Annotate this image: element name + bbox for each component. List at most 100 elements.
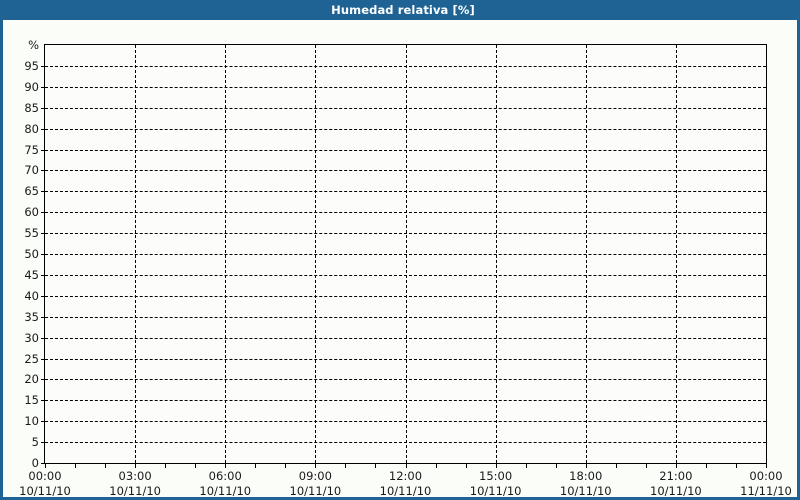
x-axis-label-time: 09:00 bbox=[298, 469, 332, 483]
x-tick-mark bbox=[495, 463, 497, 468]
x-tick-mark bbox=[45, 463, 46, 468]
y-axis-label: 25 bbox=[24, 351, 39, 366]
y-tick-mark bbox=[41, 316, 45, 318]
x-tick-mark bbox=[585, 463, 587, 468]
y-tick-mark bbox=[41, 421, 45, 423]
gridline-vertical bbox=[675, 45, 677, 463]
y-axis-label: 30 bbox=[24, 330, 39, 345]
y-tick-mark bbox=[41, 358, 45, 360]
y-axis-label: 85 bbox=[24, 100, 39, 115]
x-tick-mark bbox=[705, 463, 707, 468]
x-tick-mark bbox=[195, 463, 197, 468]
x-axis-label-date: 10/11/10 bbox=[289, 484, 342, 498]
x-axis-label-time: 12:00 bbox=[388, 469, 423, 483]
x-tick-mark bbox=[285, 463, 287, 468]
y-tick-mark bbox=[41, 65, 45, 67]
y-tick-mark bbox=[41, 212, 45, 214]
y-tick-mark bbox=[41, 254, 45, 255]
y-axis-unit-label: % bbox=[28, 38, 39, 52]
gridline-vertical bbox=[135, 45, 137, 463]
x-tick-mark bbox=[465, 463, 467, 468]
y-tick-mark bbox=[41, 149, 45, 151]
y-tick-mark bbox=[41, 295, 45, 297]
x-axis-label-time: 00:00 bbox=[749, 469, 783, 483]
x-tick-mark bbox=[615, 463, 617, 468]
x-tick-mark bbox=[735, 463, 737, 468]
y-axis-label: 50 bbox=[24, 247, 39, 261]
y-axis-label: 5 bbox=[31, 435, 39, 450]
x-axis-label-time: 18:00 bbox=[569, 469, 603, 483]
x-axis-label-time: 00:00 bbox=[28, 469, 62, 483]
x-tick-mark bbox=[255, 463, 257, 468]
y-axis-label: 70 bbox=[24, 163, 39, 178]
x-tick-mark bbox=[345, 463, 347, 468]
y-tick-mark bbox=[41, 463, 45, 464]
x-axis-label-time: 06:00 bbox=[208, 469, 242, 483]
y-tick-mark bbox=[41, 107, 45, 109]
x-axis-label-time: 03:00 bbox=[118, 469, 152, 483]
gridline-vertical bbox=[315, 45, 317, 463]
y-tick-mark bbox=[41, 274, 45, 276]
x-axis-label-time: 15:00 bbox=[479, 469, 513, 483]
x-tick-mark bbox=[105, 463, 107, 468]
x-tick-mark bbox=[645, 463, 647, 468]
page-title: Humedad relativa [%] bbox=[331, 3, 475, 17]
x-axis-label-date: 10/11/10 bbox=[650, 484, 702, 498]
x-tick-mark bbox=[675, 463, 677, 468]
y-axis-label: 0 bbox=[31, 456, 39, 470]
x-axis-label: 21:00 10/11/10 bbox=[650, 469, 702, 498]
y-tick-mark bbox=[41, 400, 45, 402]
x-tick-mark bbox=[555, 463, 557, 468]
x-axis-label-date: 10/11/10 bbox=[559, 484, 612, 498]
y-tick-mark bbox=[41, 337, 45, 339]
x-tick-mark bbox=[375, 463, 377, 468]
y-axis-label: 20 bbox=[24, 372, 39, 387]
x-axis-label-date: 11/11/10 bbox=[740, 484, 792, 498]
x-axis-label: 18:00 10/11/10 bbox=[559, 469, 612, 498]
y-axis-label: 95 bbox=[24, 58, 39, 73]
x-axis-label-date: 10/11/10 bbox=[109, 484, 161, 498]
y-tick-mark bbox=[41, 128, 45, 130]
window-title-bar: Humedad relativa [%] bbox=[3, 0, 797, 20]
gridline-vertical bbox=[495, 45, 497, 463]
x-tick-mark bbox=[525, 463, 527, 468]
x-tick-mark bbox=[75, 463, 77, 468]
x-axis-label: 15:00 10/11/10 bbox=[469, 469, 522, 498]
plot-area: 0 5 10 15 20 25 30 35 40 45 50 55 60 65 70 75 80 85 90 95% … bbox=[19, 38, 792, 497]
x-tick-mark bbox=[766, 463, 767, 468]
y-tick-mark bbox=[41, 170, 45, 172]
chart-canvas: 0 5 10 15 20 25 30 35 40 45 50 55 60 65 70 75 80 85 90 95% … bbox=[3, 20, 797, 497]
x-axis-label: 00:00 10/11/10 bbox=[19, 469, 71, 498]
y-tick-mark bbox=[41, 379, 45, 381]
y-axis-label: 55 bbox=[24, 226, 39, 241]
gridline-vertical bbox=[225, 45, 227, 463]
x-tick-mark bbox=[165, 463, 167, 468]
y-tick-mark bbox=[41, 442, 45, 444]
x-axis-label-date: 10/11/10 bbox=[199, 484, 252, 498]
x-axis-label-time: 21:00 bbox=[659, 469, 693, 483]
x-axis-label-date: 10/11/10 bbox=[379, 484, 432, 498]
x-tick-mark bbox=[315, 463, 317, 468]
x-tick-mark bbox=[435, 463, 437, 468]
y-axis-label: 75 bbox=[24, 142, 39, 157]
x-axis-label-date: 10/11/10 bbox=[469, 484, 522, 498]
y-axis-label: 80 bbox=[24, 121, 39, 136]
gridline-vertical bbox=[585, 45, 587, 463]
x-axis-label: 09:00 10/11/10 bbox=[289, 469, 342, 498]
y-axis-label: 15 bbox=[24, 393, 39, 408]
x-axis-label: 00:00 11/11/10 bbox=[740, 469, 792, 498]
x-tick-mark bbox=[405, 463, 407, 468]
y-tick-mark bbox=[41, 191, 45, 193]
y-axis-label: 90 bbox=[24, 79, 39, 94]
x-axis-label: 06:00 10/11/10 bbox=[199, 469, 252, 498]
y-tick-mark bbox=[41, 233, 45, 235]
y-axis-label: 45 bbox=[24, 267, 39, 282]
y-axis-label: 40 bbox=[24, 288, 39, 303]
x-axis-label: 12:00 10/11/10 bbox=[379, 469, 432, 498]
x-tick-mark bbox=[225, 463, 227, 468]
y-axis-label: 35 bbox=[24, 309, 39, 324]
y-tick-mark bbox=[41, 86, 45, 88]
x-axis-label-date: 10/11/10 bbox=[19, 484, 71, 498]
y-axis-label: 60 bbox=[24, 205, 39, 220]
